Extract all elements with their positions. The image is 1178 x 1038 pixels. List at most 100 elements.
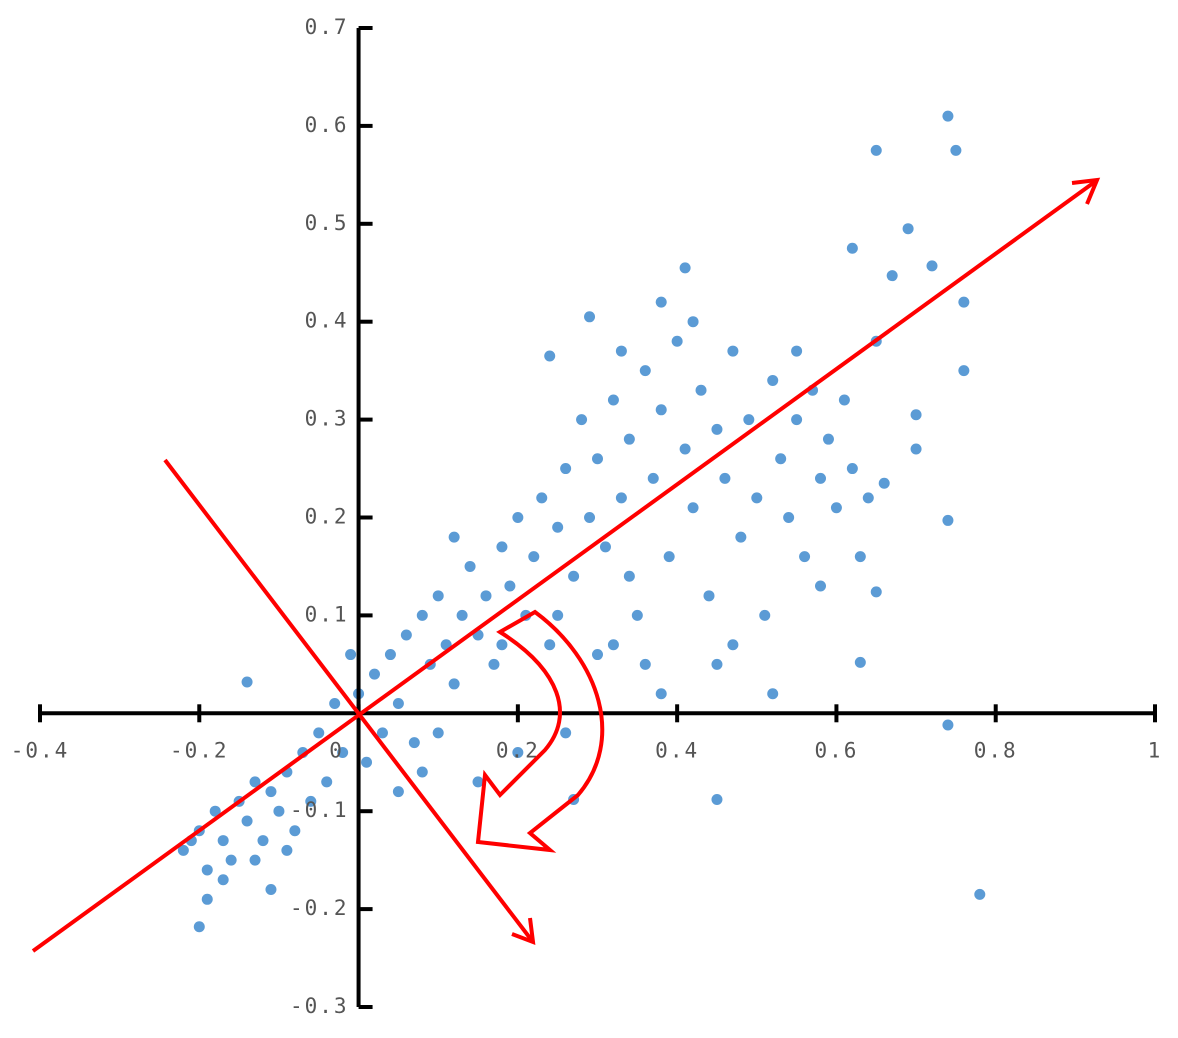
point: [902, 223, 914, 235]
point: [384, 649, 396, 661]
point: [281, 844, 293, 856]
point: [783, 512, 795, 523]
point: [273, 805, 285, 817]
point: [592, 453, 603, 465]
y-tick-label: -0.3: [290, 994, 349, 1018]
point: [791, 345, 803, 357]
point: [759, 609, 771, 621]
point: [607, 394, 619, 406]
y-tick-label: 0.7: [305, 15, 349, 39]
point: [265, 884, 277, 896]
point: [679, 262, 691, 274]
point: [329, 698, 341, 710]
point: [544, 639, 556, 651]
point: [289, 825, 301, 837]
point: [607, 639, 619, 651]
point: [193, 921, 205, 933]
x-tick-label: 0: [329, 738, 344, 762]
arrow-head: [1071, 177, 1101, 205]
point: [241, 676, 253, 688]
point: [679, 443, 691, 455]
x-tick-label: -0.2: [170, 738, 229, 762]
point: [703, 590, 715, 602]
y-tick-label: 0.5: [305, 211, 349, 235]
point: [432, 727, 444, 739]
point: [687, 502, 699, 514]
point: [846, 463, 858, 475]
x-tick-label: 0.4: [655, 738, 699, 762]
point: [942, 514, 954, 526]
point: [241, 815, 253, 827]
y-tick-label: -0.1: [290, 798, 349, 822]
point: [552, 521, 564, 533]
point: [305, 795, 317, 807]
point: [408, 737, 420, 749]
point: [496, 639, 508, 651]
point: [257, 835, 269, 847]
point: [615, 492, 627, 504]
point: [647, 472, 659, 484]
point: [735, 531, 747, 543]
point: [743, 414, 755, 426]
point: [392, 698, 404, 710]
y-tick-label: 0.3: [305, 407, 349, 431]
point: [345, 649, 357, 661]
point: [655, 688, 667, 700]
point: [217, 874, 229, 886]
point: [655, 296, 667, 308]
y-tick-label: 0.2: [305, 505, 349, 529]
point: [623, 433, 635, 445]
point: [815, 580, 826, 592]
point: [878, 477, 890, 489]
point: [910, 443, 922, 455]
point: [225, 854, 237, 866]
point: [695, 384, 707, 396]
point: [592, 649, 603, 661]
point: [416, 766, 428, 778]
point: [815, 472, 826, 484]
y-tick-label: -0.2: [290, 896, 349, 920]
point: [958, 296, 970, 308]
point: [775, 453, 787, 465]
point: [456, 609, 468, 621]
point: [950, 144, 962, 156]
point: [639, 365, 651, 377]
point: [751, 492, 763, 504]
point: [926, 260, 938, 272]
point: [209, 805, 221, 817]
point: [560, 727, 572, 739]
point: [496, 541, 508, 553]
point: [942, 110, 954, 122]
point: [687, 316, 699, 328]
secondary-axis-arrow: [163, 458, 535, 944]
point: [392, 786, 404, 798]
point: [910, 409, 922, 421]
point: [974, 888, 986, 900]
point: [615, 345, 627, 357]
point: [265, 786, 277, 798]
principal-axis-arrow: [31, 179, 1098, 953]
point: [767, 374, 779, 386]
point: [870, 586, 882, 598]
point: [854, 551, 866, 563]
point: [711, 793, 723, 805]
point: [655, 404, 667, 416]
point: [376, 727, 388, 739]
point: [639, 658, 651, 670]
point: [512, 746, 524, 758]
point: [631, 609, 643, 621]
point: [671, 335, 683, 347]
point: [584, 512, 596, 523]
arrow-head: [511, 917, 536, 946]
x-tick-label: 0.2: [496, 738, 540, 762]
point: [416, 609, 428, 621]
point: [432, 590, 444, 602]
point: [249, 854, 261, 866]
point: [862, 492, 874, 504]
point: [791, 414, 803, 426]
point: [512, 512, 524, 523]
point: [568, 570, 580, 582]
point: [201, 893, 213, 905]
x-tick-label: 0.6: [814, 738, 858, 762]
point: [448, 678, 460, 690]
